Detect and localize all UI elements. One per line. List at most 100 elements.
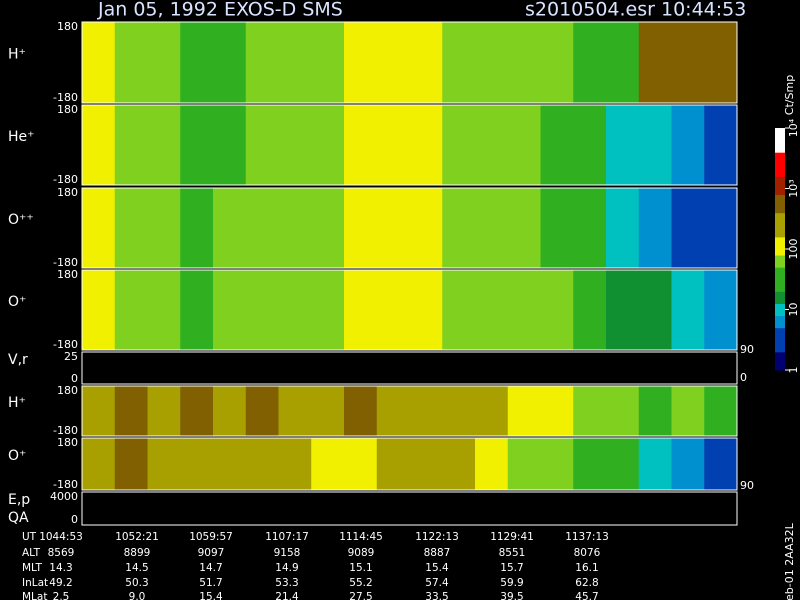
spectrogram-cell xyxy=(540,105,574,185)
table-cell: 15.4 xyxy=(199,591,223,600)
spectrogram-cell xyxy=(344,386,378,436)
spectrogram-cell xyxy=(475,438,509,490)
table-cell: 8887 xyxy=(424,547,451,559)
colorbar-label: Ct/Smp xyxy=(783,75,796,115)
spectrogram-cell xyxy=(114,188,148,268)
spectrogram-cell xyxy=(278,22,312,103)
table-cell: 8551 xyxy=(499,547,526,559)
colorbar-cell xyxy=(775,218,785,226)
panel-frame xyxy=(81,104,738,186)
table-cell: 2.5 xyxy=(53,591,70,600)
table-cell: 39.5 xyxy=(500,591,523,600)
y-tick-label: 0 xyxy=(71,513,78,526)
table-cell: 1059:57 xyxy=(189,531,233,543)
colorbar-cell xyxy=(775,309,785,317)
spectrogram-cell xyxy=(704,270,738,350)
spectrogram-cell xyxy=(213,386,247,436)
spectrogram-cell xyxy=(442,438,476,490)
y-tick-label: -180 xyxy=(53,424,78,437)
spectrogram-cell xyxy=(409,438,443,490)
spectrogram-cell xyxy=(344,438,378,490)
spectrogram-cell xyxy=(147,438,181,490)
table-cell: 1052:21 xyxy=(115,531,159,543)
colorbar-cell xyxy=(775,297,785,304)
colorbar-cell xyxy=(775,267,785,274)
colorbar-cell xyxy=(775,351,785,359)
spectrogram-cell xyxy=(507,188,541,268)
spectrogram-cell xyxy=(344,188,378,268)
spectrogram-cell xyxy=(213,188,247,268)
spectrogram-cell xyxy=(507,22,541,103)
spectrogram-cell xyxy=(376,386,410,436)
colorbar-tick-label: 100 xyxy=(787,239,800,260)
spectrogram-cell xyxy=(180,438,214,490)
colorbar-cell xyxy=(775,273,785,280)
table-cell: 16.1 xyxy=(575,562,598,574)
colorbar-cell xyxy=(775,363,785,371)
table-cell: 14.5 xyxy=(125,562,148,574)
spectrogram-cell xyxy=(638,438,672,490)
spectrogram-cell xyxy=(180,270,214,350)
colorbar-tick-label: 1 xyxy=(787,367,800,374)
spectrogram-cell xyxy=(82,438,116,490)
colorbar-cell xyxy=(775,128,785,135)
table-cell: 27.5 xyxy=(349,591,372,600)
table-cell: 14.9 xyxy=(275,562,298,574)
panel-background xyxy=(82,352,737,384)
table-cell: 62.8 xyxy=(575,577,598,589)
spectrogram-cell xyxy=(704,22,738,103)
panel-label: E,p xyxy=(8,492,30,508)
panel-label: O⁺ xyxy=(8,448,26,464)
colorbar-cell xyxy=(775,152,785,159)
panel-frame xyxy=(81,187,738,269)
table-cell: 9158 xyxy=(274,547,301,559)
y-tick-label: -180 xyxy=(53,338,78,351)
footer: Feb-01 2AA32L xyxy=(783,522,796,600)
spectrogram-cell xyxy=(409,386,443,436)
colorbar-cell xyxy=(775,224,785,232)
spectrogram-cell xyxy=(311,22,345,103)
spectrogram-cell xyxy=(573,386,607,436)
spectrogram-cell xyxy=(180,22,214,103)
colorbar-cell xyxy=(775,176,785,183)
spectrogram-cell xyxy=(278,188,312,268)
panel-label: O⁺⁺ xyxy=(8,212,34,228)
spectrogram-cell xyxy=(540,270,574,350)
y-tick-label: -180 xyxy=(53,91,78,104)
spectrogram-cell xyxy=(344,105,378,185)
colorbar-cell xyxy=(775,303,785,310)
panel-label: H⁺ xyxy=(8,47,26,63)
spectrogram-cell xyxy=(442,105,476,185)
spectrogram-cell xyxy=(540,22,574,103)
table-cell: 53.3 xyxy=(275,577,298,589)
table-cell: 1129:41 xyxy=(490,531,534,543)
spectrogram-cell xyxy=(114,105,148,185)
spectrogram-cell xyxy=(376,438,410,490)
spectrogram-cell xyxy=(311,105,345,185)
right-tick-label: 0 xyxy=(740,371,747,384)
table-cell: 33.5 xyxy=(425,591,448,600)
spectrogram-cell xyxy=(311,188,345,268)
colorbar-cell xyxy=(775,345,785,353)
colorbar-cell xyxy=(775,242,785,250)
spectrogram-cell xyxy=(507,386,541,436)
spectrogram-cell xyxy=(114,438,148,490)
colorbar-cell xyxy=(775,230,785,238)
spectrogram-cell xyxy=(606,105,640,185)
table-cell: 1137:13 xyxy=(565,531,609,543)
spectrogram-cell xyxy=(638,105,672,185)
spectrogram-cell xyxy=(573,22,607,103)
spectrogram-cell xyxy=(114,270,148,350)
spectrogram-cell xyxy=(671,22,705,103)
spectrogram-cell xyxy=(213,105,247,185)
table-cell: 1044:53 xyxy=(39,531,83,543)
spectrogram-cell xyxy=(213,438,247,490)
colorbar-cell xyxy=(775,339,785,347)
table-cell: 9097 xyxy=(198,547,225,559)
colorbar-cell xyxy=(775,249,785,256)
spectrogram-cell xyxy=(180,188,214,268)
spectrogram-cell xyxy=(311,438,345,490)
y-tick-label: 180 xyxy=(57,384,78,397)
table-cell: 14.7 xyxy=(199,562,222,574)
colorbar-cell xyxy=(775,188,785,196)
